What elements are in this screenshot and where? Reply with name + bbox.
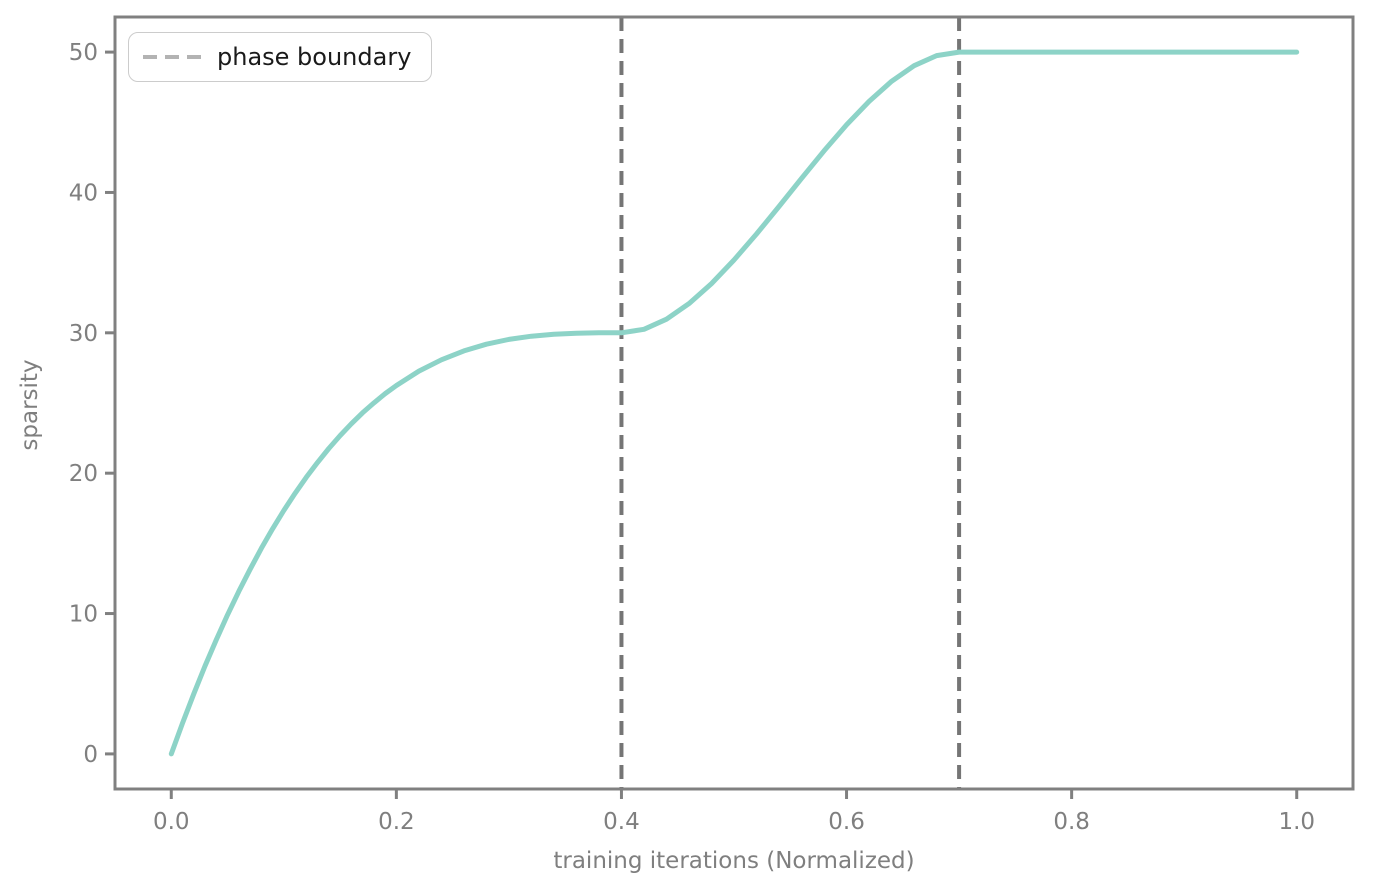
- x-tick-label-1: 0.2: [378, 809, 415, 835]
- x-tick-label-4: 0.8: [1053, 809, 1090, 835]
- y-tick-label-3: 30: [69, 321, 98, 347]
- y-tick-label-1: 10: [69, 602, 98, 628]
- x-tick-label-3: 0.6: [828, 809, 865, 835]
- x-tick-label-5: 1.0: [1278, 809, 1315, 835]
- x-tick-label-2: 0.4: [603, 809, 640, 835]
- axes-spines: [113, 15, 1355, 791]
- y-tick-label-0: 0: [83, 742, 98, 768]
- y-tick-label-2: 20: [69, 461, 98, 487]
- legend-label: phase boundary: [217, 43, 412, 71]
- y-tick-label-5: 50: [69, 40, 98, 66]
- legend: phase boundary: [128, 32, 433, 82]
- y-axis-label: sparsity: [17, 359, 43, 451]
- legend-dashed-line-sample: [143, 55, 201, 59]
- y-tick-label-4: 40: [69, 180, 98, 206]
- series-line-sparsity-schedule: [168, 49, 1300, 757]
- x-tick-label-0: 0.0: [153, 809, 190, 835]
- x-axis-label: training iterations (Normalized): [553, 848, 915, 874]
